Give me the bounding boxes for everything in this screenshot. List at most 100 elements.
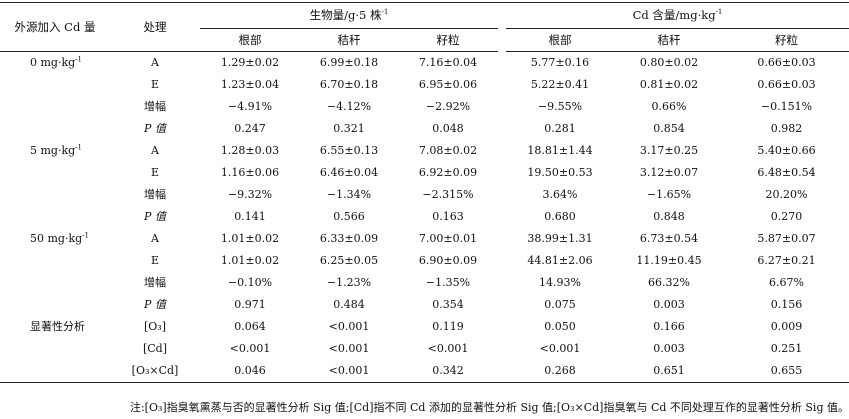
row-group-label: [0, 360, 110, 383]
table-cell: 1.23±0.04: [220, 78, 280, 91]
data-table: 外源加入 Cd 量 处理 生物量/g·5 株-1 Cd 含量/mg·kg-1 根…: [0, 2, 849, 383]
table-cell: 5.40±0.66: [757, 144, 816, 157]
table-cell: 0.046: [200, 360, 300, 383]
table-row: P 值 0.141 0.566 0.163 0.680 0.848 0.270: [0, 206, 849, 228]
table-cell: −1.23%: [326, 276, 372, 289]
row-treatment: P 值: [144, 298, 166, 311]
table-cell: <0.001: [229, 342, 271, 355]
table-cell: 5.77±0.16: [530, 56, 590, 69]
table-cell: 0.66±0.03: [757, 56, 816, 69]
table-cell: 0.270: [770, 210, 803, 223]
table-cell: 0.268: [506, 360, 614, 383]
row-group-label: [0, 294, 110, 316]
row-group-label: [0, 184, 110, 206]
table-cell: 6.25±0.05: [319, 254, 379, 267]
header-cd-grain: 籽粒: [724, 28, 849, 52]
table-row: E 1.23±0.04 6.70±0.18 6.95±0.06 5.22±0.41 0.8…: [0, 74, 849, 96]
table-cell: 66.32%: [648, 276, 690, 289]
header-biomass-straw: 秸秆: [300, 28, 398, 52]
table-cell: 3.12±0.07: [639, 166, 699, 179]
header-cd-root: 根部: [506, 28, 614, 52]
table-cell: <0.001: [328, 342, 370, 355]
table-body: 0 mg·kg-1 A 1.29±0.02 6.99±0.18 7.16±0.04 5.7…: [0, 52, 849, 383]
table-cell: 5.87±0.07: [757, 232, 816, 245]
row-group-label: [0, 272, 110, 294]
table-cell: 7.16±0.04: [418, 56, 478, 69]
table-cell: 0.009: [770, 320, 803, 333]
table-cell: 3.64%: [542, 188, 578, 201]
row-treatment: 增幅: [144, 276, 166, 289]
table-cell: 0.342: [398, 360, 498, 383]
table-cell: 6.92±0.09: [418, 166, 478, 179]
table-cell: 7.00±0.01: [418, 232, 478, 245]
table-cell: 0.156: [770, 298, 803, 311]
table-cell: −1.65%: [646, 188, 692, 201]
table-cell: 0.680: [544, 210, 576, 223]
table-row: [O₃×Cd] 0.046 <0.001 0.342 0.268 0.651 0.655: [0, 360, 849, 383]
table-cell: 0.166: [653, 320, 685, 333]
table-cell: 1.29±0.02: [220, 56, 280, 69]
header-treatment: 处理: [110, 2, 200, 52]
table-cell: −2.92%: [425, 100, 471, 113]
table-cell: 0.251: [770, 342, 803, 355]
row-treatment: P 值: [144, 122, 166, 135]
table-cell: 1.01±0.02: [220, 232, 280, 245]
row-group-label: 0 mg·kg-1: [30, 55, 82, 69]
table-cell: −0.10%: [227, 276, 273, 289]
table-cell: 0.050: [544, 320, 576, 333]
table-cell: 6.99±0.18: [319, 56, 379, 69]
header-biomass-root: 根部: [200, 28, 300, 52]
row-treatment: [Cd]: [142, 342, 168, 355]
table-row: E 1.16±0.06 6.46±0.04 6.92±0.09 19.50±0.53 3.…: [0, 162, 849, 184]
table-cell: 0.064: [234, 320, 266, 333]
row-treatment: 增幅: [144, 100, 166, 113]
row-group-label: [0, 74, 110, 96]
row-treatment: A: [151, 144, 159, 157]
table-cell: −2.315%: [422, 188, 474, 201]
row-treatment: 增幅: [144, 188, 166, 201]
row-treatment: [O₃]: [143, 320, 166, 333]
table-header: 外源加入 Cd 量 处理 生物量/g·5 株-1 Cd 含量/mg·kg-1 根…: [0, 2, 849, 52]
row-treatment: E: [150, 166, 160, 179]
table-cell: −1.35%: [425, 276, 471, 289]
table-cell: <0.001: [300, 360, 398, 383]
table-cell: 0.484: [333, 298, 365, 311]
table-cell: 44.81±2.06: [527, 254, 593, 267]
table-cell: 7.08±0.02: [418, 144, 478, 157]
table-cell: 0.66%: [651, 100, 687, 113]
table-footnote: 注:[O₃]指臭氧熏蒸与否的显著性分析 Sig 值;[Cd]指不同 Cd 添加的…: [129, 401, 849, 414]
table-cell: 6.95±0.06: [418, 78, 478, 91]
table-cell: 6.70±0.18: [319, 78, 379, 91]
table-row: [Cd] <0.001 <0.001 <0.001 <0.001 0.003 0.251: [0, 338, 849, 360]
header-cd-straw: 秸秆: [614, 28, 724, 52]
table-cell: −1.34%: [326, 188, 372, 201]
table-cell: 11.19±0.45: [636, 254, 702, 267]
table-cell: <0.001: [427, 342, 469, 355]
table-cell: 6.33±0.09: [319, 232, 379, 245]
table-cell: −0.151%: [760, 100, 813, 113]
table-cell: 0.854: [653, 122, 685, 135]
table-row: 增幅 −0.10% −1.23% −1.35% 14.93% 66.32% 6.67%: [0, 272, 849, 294]
table-cell: 0.354: [432, 298, 464, 311]
table-cell: 0.281: [544, 122, 576, 135]
row-group-label: 50 mg·kg-1: [30, 231, 89, 245]
table-cell: −9.55%: [537, 100, 583, 113]
table-row: 增幅 −9.32% −1.34% −2.315% 3.64% −1.65% 20.20%: [0, 184, 849, 206]
table-cell: 19.50±0.53: [527, 166, 593, 179]
row-group-label: 显著性分析: [30, 320, 85, 333]
row-treatment: E: [150, 78, 160, 91]
row-treatment: [O₃×Cd]: [110, 360, 200, 383]
table-cell: 0.003: [653, 342, 685, 355]
header-biomass-group: 生物量/g·5 株-1: [200, 2, 498, 29]
table-cell: 0.81±0.02: [639, 78, 699, 91]
table-cell: 14.93%: [539, 276, 581, 289]
header-biomass-grain: 籽粒: [398, 28, 498, 52]
table-cell: 0.651: [614, 360, 724, 383]
table-cell: −4.12%: [326, 100, 372, 113]
table-cell: 38.99±1.31: [527, 232, 593, 245]
table-cell: 5.22±0.41: [530, 78, 590, 91]
table-cell: 6.67%: [769, 276, 804, 289]
table-cell: −4.91%: [227, 100, 273, 113]
row-group-label: 5 mg·kg-1: [30, 143, 82, 157]
row-treatment: P 值: [144, 210, 166, 223]
